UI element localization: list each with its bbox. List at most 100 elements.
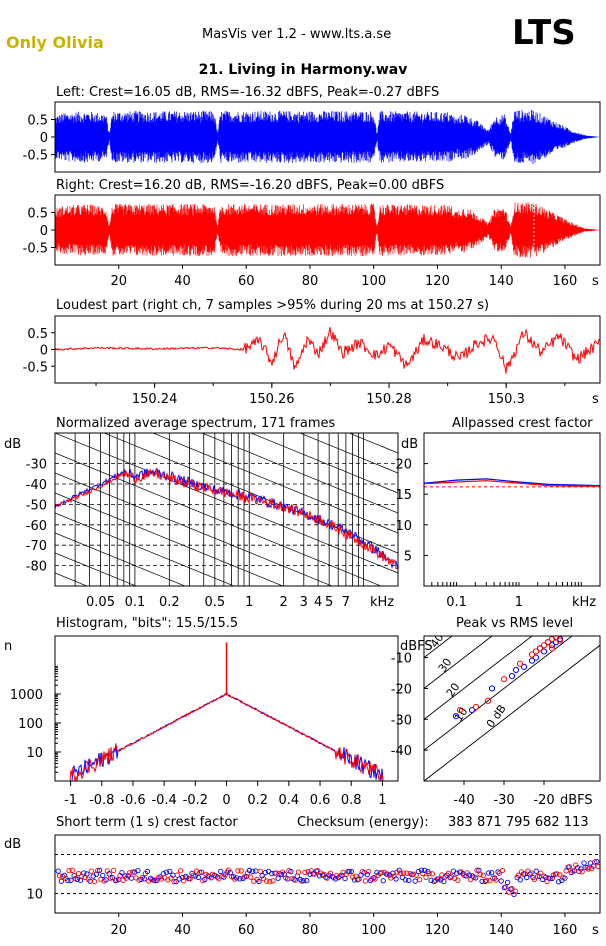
- spectrum-series-1: [55, 467, 398, 570]
- short-term-point: [527, 871, 533, 877]
- peak-rms-point: [528, 657, 536, 664]
- spectrum-slope-line: [55, 452, 382, 586]
- short-term-point: [192, 873, 198, 879]
- spectrum-slope-line: [55, 512, 235, 586]
- peak-rms-diagonal: [424, 636, 533, 720]
- short-term-point: [592, 859, 598, 865]
- short-term-point: [163, 869, 170, 875]
- spectrum-plot-area: [55, 433, 398, 586]
- waveform-right: Right: Crest=16.20 dB, RMS=-16.20 dBFS, …: [23, 178, 601, 289]
- x-tick-label: 0.6: [310, 793, 331, 808]
- short-term-point: [437, 877, 444, 883]
- y-tick-label: -0.5: [23, 360, 48, 375]
- y-tick-label: 20: [395, 458, 412, 473]
- short-term-point: [582, 864, 588, 871]
- short-term-point: [120, 877, 126, 883]
- short-term-point: [304, 878, 310, 884]
- y-tick-label: 15: [395, 488, 412, 503]
- short-term-point: [356, 876, 362, 882]
- short-term-point: [270, 878, 276, 884]
- short-term-point: [429, 871, 436, 877]
- x-tick-label: -20: [533, 793, 554, 808]
- short-term-point: [422, 867, 428, 874]
- x-tick-label: 0.5: [204, 595, 225, 610]
- short-term-point: [257, 868, 263, 875]
- short-term-point: [412, 878, 418, 884]
- short-term-point: [58, 878, 65, 884]
- x-tick-label: 100: [361, 923, 386, 938]
- x-tick-label: 120: [425, 923, 450, 938]
- short-term-point: [581, 860, 587, 866]
- peak-rms-point: [452, 713, 460, 720]
- short-term-y-unit: dB: [4, 837, 21, 852]
- x-tick-label: 150.3: [488, 392, 525, 407]
- short-term-point: [594, 858, 600, 865]
- histogram-plot-area: [55, 642, 398, 781]
- short-term-point: [499, 867, 506, 874]
- spectrum-slope-line: [299, 433, 398, 474]
- x-tick-label: 2: [280, 595, 288, 610]
- short-term-point: [515, 872, 522, 878]
- spectrum-slope-line: [397, 433, 398, 434]
- short-term-point: [455, 877, 461, 883]
- short-term-point: [423, 874, 429, 880]
- charts: Left: Crest=16.05 dB, RMS=-16.32 dBFS, P…: [4, 85, 601, 938]
- short-term-frame: [54, 834, 601, 914]
- spectrum-slope-line: [55, 472, 333, 586]
- short-term-point: [84, 871, 90, 877]
- short-term-point: [71, 872, 77, 879]
- short-term-point: [410, 871, 416, 877]
- x-tick-label: 1: [515, 595, 523, 610]
- y-tick-label: -50: [26, 498, 47, 513]
- y-tick-label: -60: [26, 519, 47, 534]
- short-term-point: [445, 870, 451, 876]
- short-term-point: [534, 873, 541, 880]
- short-term-point: [474, 867, 480, 873]
- short-term-point: [130, 869, 136, 875]
- short-term-point: [512, 888, 518, 894]
- peak-rms-point: [512, 666, 520, 674]
- x-tick-label: 0.4: [279, 793, 300, 808]
- loudest-part-trace: [54, 326, 601, 374]
- short-term-point: [267, 878, 273, 885]
- y-tick-label: 0.5: [27, 114, 48, 129]
- peak-rms-point: [536, 645, 544, 652]
- peak-rms-point: [528, 651, 536, 658]
- y-tick-label: -0.5: [23, 149, 48, 164]
- peak-rms-point: [540, 648, 548, 655]
- short-term-point: [547, 875, 553, 882]
- x-tick-label: 1: [245, 595, 253, 610]
- short-term-point: [509, 885, 515, 892]
- peak-rms-diagonal-label: 30: [436, 656, 455, 675]
- short-term-point: [371, 875, 377, 881]
- short-term-point: [487, 878, 493, 884]
- short-term-point: [297, 876, 304, 883]
- histogram-series-1: [55, 692, 398, 781]
- peak-rms-diagonal: [424, 636, 493, 690]
- short-term-point: [397, 870, 404, 876]
- short-term-point: [103, 877, 109, 883]
- track-title: 21. Living in Harmony.wav: [199, 62, 408, 78]
- short-term-point: [263, 878, 270, 884]
- short-term-point: [88, 868, 94, 874]
- y-tick-label: -0.5: [23, 242, 48, 257]
- x-tick-label: 0.2: [247, 793, 268, 808]
- short-term-point: [75, 870, 82, 877]
- y-tick-label: -20: [391, 682, 412, 697]
- spectrum-slope-line: [55, 552, 137, 586]
- spectrum-slope-line: [55, 492, 284, 586]
- short-term-point: [173, 878, 179, 885]
- short-term-point: [503, 884, 509, 890]
- loudest-part-chart: Loudest part (right ch, 7 samples >95% d…: [23, 298, 601, 407]
- peak-rms-point: [484, 697, 492, 704]
- short-term-point: [316, 873, 323, 879]
- spectrum-slope-line: [55, 532, 186, 586]
- x-tick-label: -0.8: [89, 793, 114, 808]
- x-tick-label: -0.2: [183, 793, 208, 808]
- peak-rms-point: [552, 636, 560, 641]
- x-tick-label: 140: [489, 274, 514, 289]
- loudest-part-title: Loudest part (right ch, 7 samples >95% d…: [56, 298, 489, 313]
- short-term-point: [246, 867, 253, 873]
